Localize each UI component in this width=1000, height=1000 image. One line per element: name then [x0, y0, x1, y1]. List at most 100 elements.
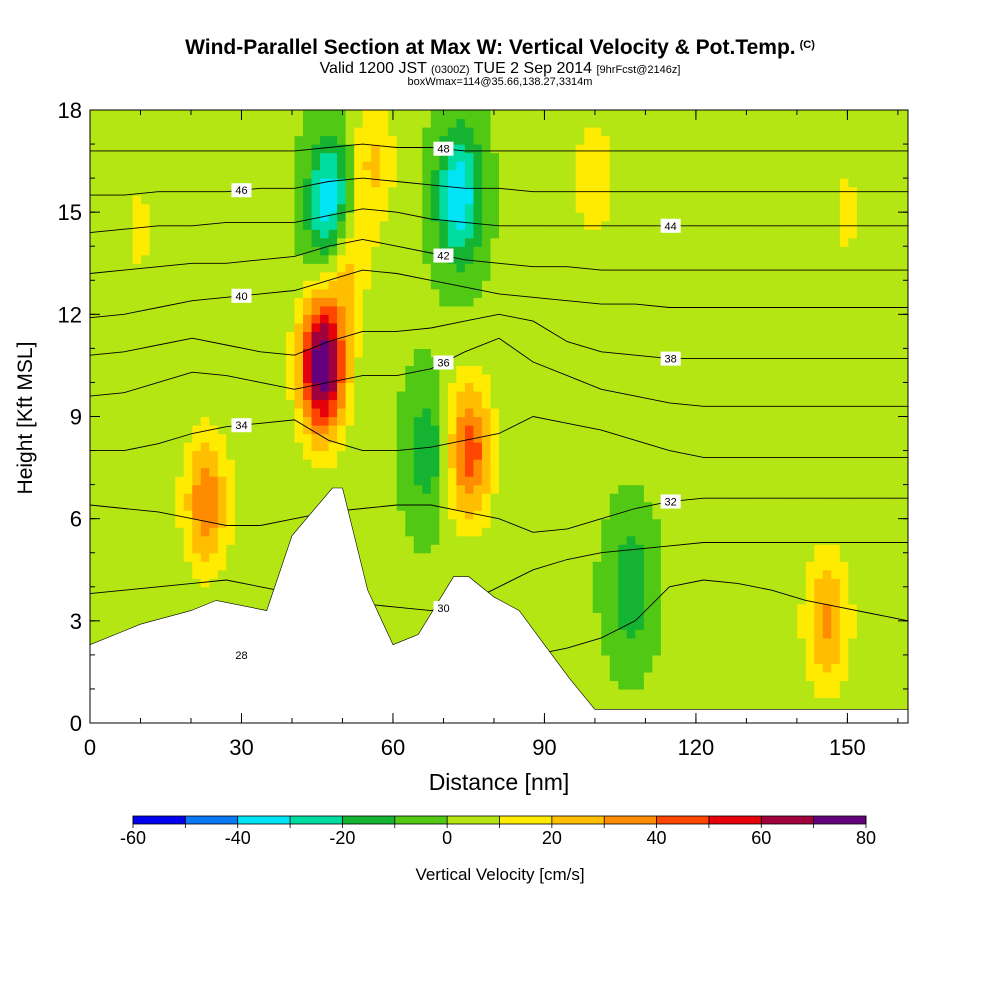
velocity-cell [430, 382, 440, 392]
velocity-cell [550, 586, 560, 596]
velocity-cell [524, 390, 534, 401]
velocity-cell [694, 399, 705, 409]
velocity-cell [729, 544, 739, 554]
velocity-cell [856, 680, 866, 690]
velocity-cell [345, 331, 355, 341]
velocity-cell [192, 373, 202, 384]
velocity-cell [703, 501, 713, 511]
velocity-cell [746, 586, 756, 596]
velocity-cell [848, 373, 858, 384]
velocity-cell [371, 433, 381, 443]
velocity-cell [524, 442, 534, 452]
velocity-cell [677, 322, 688, 332]
velocity-cell [200, 569, 210, 579]
velocity-cell [226, 288, 236, 298]
velocity-cell [737, 288, 747, 298]
velocity-cell [115, 612, 125, 622]
velocity-cell [277, 322, 287, 332]
velocity-cell [618, 356, 628, 367]
velocity-cell [294, 280, 304, 290]
velocity-cell [601, 373, 611, 384]
velocity-cell [260, 510, 270, 520]
velocity-cell [822, 501, 832, 511]
velocity-cell [251, 425, 262, 435]
velocity-cell [771, 390, 781, 401]
velocity-cell [839, 578, 849, 588]
velocity-cell [814, 442, 824, 452]
velocity-cell [805, 459, 815, 469]
velocity-cell [763, 467, 773, 477]
velocity-cell [337, 280, 347, 290]
velocity-cell [345, 510, 355, 520]
velocity-cell [115, 561, 125, 571]
velocity-cell [609, 680, 619, 690]
velocity-cell [550, 595, 560, 605]
velocity-cell [192, 569, 202, 579]
velocity-cell [831, 450, 841, 460]
velocity-cell [771, 671, 781, 682]
velocity-cell [669, 578, 679, 588]
velocity-cell [516, 467, 526, 477]
velocity-cell [609, 459, 619, 469]
velocity-cell [158, 280, 168, 290]
velocity-cell [643, 280, 653, 290]
velocity-cell [524, 305, 534, 315]
velocity-cell [814, 518, 824, 528]
velocity-cell [890, 612, 901, 622]
velocity-cell [865, 322, 875, 332]
velocity-cell [277, 407, 287, 418]
velocity-cell [524, 314, 534, 324]
velocity-cell [652, 416, 662, 426]
velocity-cell [405, 288, 415, 298]
velocity-cell [899, 365, 908, 375]
velocity-cell [268, 288, 279, 298]
velocity-cell [217, 322, 227, 332]
velocity-cell [388, 407, 398, 418]
velocity-cell [166, 331, 176, 341]
velocity-cell [209, 459, 219, 469]
velocity-cell [635, 510, 645, 520]
velocity-cell [788, 501, 798, 511]
velocity-cell [362, 518, 372, 528]
velocity-cell [362, 425, 372, 435]
velocity-cell [873, 399, 884, 409]
velocity-cell [575, 399, 585, 409]
velocity-cell [677, 484, 688, 494]
velocity-cell [107, 365, 117, 375]
velocity-cell [839, 586, 849, 596]
velocity-cell [643, 331, 653, 341]
velocity-cell [141, 297, 151, 307]
velocity-cell [609, 629, 619, 639]
velocity-cell [567, 484, 577, 494]
velocity-cell [473, 450, 483, 460]
velocity-cell [209, 390, 219, 401]
velocity-cell [294, 442, 304, 452]
velocity-cell [831, 552, 841, 562]
velocity-cell [729, 535, 739, 545]
velocity-cell [209, 467, 219, 477]
velocity-cell [541, 382, 551, 392]
velocity-cell [729, 688, 739, 699]
velocity-cell [533, 305, 543, 315]
velocity-cell [499, 476, 509, 486]
velocity-cell [405, 339, 415, 349]
velocity-cell [371, 450, 381, 460]
velocity-cell [388, 442, 398, 452]
velocity-cell [575, 493, 585, 503]
velocity-cell [362, 365, 372, 375]
velocity-cell [626, 654, 636, 664]
velocity-cell [405, 442, 415, 452]
velocity-cell [788, 620, 798, 630]
velocity-cell [618, 629, 628, 639]
velocity-cell [107, 288, 117, 298]
velocity-cell [430, 476, 440, 486]
velocity-cell [413, 544, 423, 554]
velocity-cell [243, 348, 253, 358]
velocity-cell [805, 595, 815, 605]
velocity-cell [626, 646, 636, 656]
velocity-cell [865, 390, 875, 401]
velocity-cell [899, 510, 908, 520]
velocity-cell [251, 373, 262, 384]
velocity-cell [746, 518, 756, 528]
velocity-cell [277, 510, 287, 520]
